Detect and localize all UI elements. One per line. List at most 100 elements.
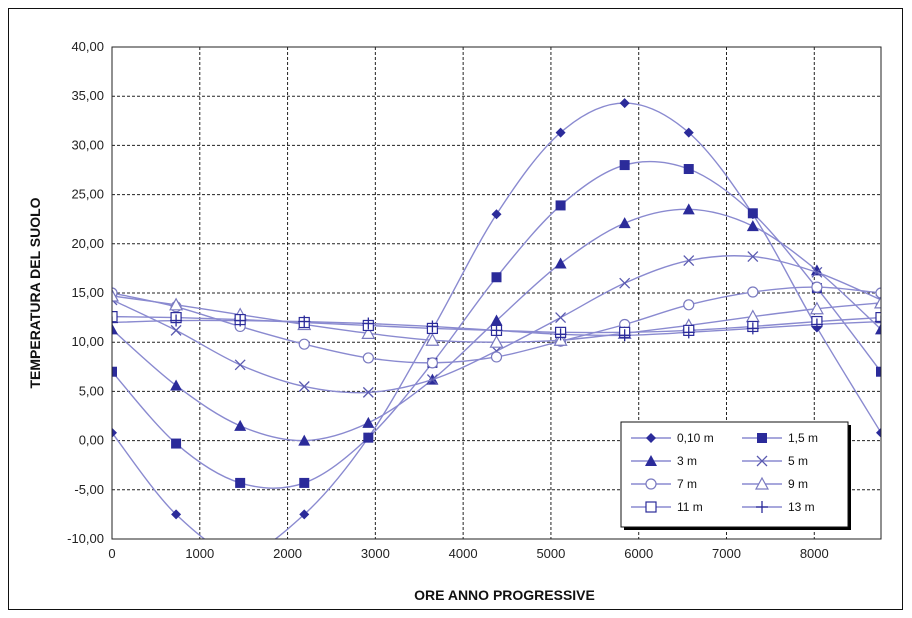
data-point-13-m — [554, 328, 567, 341]
legend-label: 3 m — [677, 454, 697, 468]
data-point-5-m — [555, 312, 567, 324]
series-13-m — [112, 314, 881, 342]
legend-box — [620, 421, 849, 528]
y-tick-label: 30,00 — [71, 137, 104, 152]
data-point-13-m — [810, 318, 823, 331]
data-point-13-m — [362, 317, 375, 330]
x-tick-label: 3000 — [361, 546, 390, 561]
legend-label: 13 m — [788, 500, 815, 514]
legend-label: 1,5 m — [788, 431, 818, 445]
data-point-5-m — [362, 386, 374, 398]
data-point-13-m — [746, 322, 759, 335]
x-tick-label: 8000 — [800, 546, 829, 561]
data-point-3-m — [112, 323, 118, 335]
data-point-1-5-m — [491, 272, 502, 283]
legend-entry-7-m: 7 m — [631, 477, 697, 491]
data-point-13-m — [618, 329, 631, 342]
y-tick-label: -5,00 — [74, 482, 104, 497]
data-point-3-m — [234, 419, 247, 431]
y-tick-label: 15,00 — [71, 285, 104, 300]
data-point-9-m — [425, 332, 440, 346]
legend-marker — [645, 455, 657, 466]
legend-marker — [757, 433, 767, 443]
data-point-0-10-m — [299, 509, 310, 520]
legend-label: 11 m — [677, 500, 703, 514]
data-point-9-m — [873, 295, 881, 309]
data-point-11-m — [112, 311, 118, 323]
data-point-0-10-m — [235, 549, 245, 559]
data-point-3-m — [170, 379, 183, 391]
data-point-1-5-m — [876, 366, 881, 377]
data-point-5-m — [811, 266, 823, 278]
data-point-5-m — [683, 255, 695, 266]
x-tick-label: 7000 — [712, 546, 741, 561]
legend-entry-11-m: 11 m — [631, 500, 703, 514]
data-point-7-m — [875, 287, 881, 299]
data-point-9-m — [361, 326, 376, 339]
x-tick-label: 2000 — [273, 546, 302, 561]
data-point-13-m — [426, 320, 439, 333]
legend-marker — [645, 501, 657, 513]
legend-marker — [754, 476, 770, 490]
data-point-5-m — [298, 381, 310, 392]
legend-entry-9-m: 9 m — [742, 476, 808, 491]
y-tick-label: 20,00 — [71, 236, 104, 251]
data-point-7-m — [811, 281, 823, 293]
data-point-0-10-m — [555, 127, 566, 138]
data-point-13-m — [112, 316, 118, 329]
chart-frame: -10,00 -5,00 0,00 5,00 10,00 15,00 20,00 25,00 3… — [8, 8, 903, 610]
data-point-7-m — [490, 351, 503, 363]
legend: 0,10 m 1,5 m 3 m 5 m 7 m 9 m 11 m 13 m — [620, 421, 851, 530]
legend-entry-1-5-m: 1,5 m — [742, 431, 818, 445]
axes: -10,00 -5,00 0,00 5,00 10,00 15,00 20,00 25,00 3… — [67, 39, 882, 561]
data-point-3-m — [746, 220, 759, 232]
legend-label: 5 m — [788, 454, 808, 468]
data-point-0-10-m — [683, 127, 694, 138]
data-point-0-10-m — [619, 98, 630, 109]
data-point-9-m — [112, 288, 120, 302]
y-tick-label: 5,00 — [79, 383, 104, 398]
y-tick-label: 40,00 — [71, 39, 104, 54]
legend-label: 7 m — [677, 477, 697, 491]
data-point-0-10-m — [112, 427, 117, 438]
data-point-1-5-m — [299, 477, 310, 488]
data-point-1-5-m — [363, 432, 374, 443]
series-layer — [112, 98, 881, 559]
data-point-3-m — [490, 314, 503, 326]
data-point-13-m — [682, 326, 695, 339]
data-point-13-m — [875, 315, 881, 328]
data-point-3-m — [875, 323, 881, 335]
data-point-3-m — [554, 257, 567, 269]
temperature-chart: -10,00 -5,00 0,00 5,00 10,00 15,00 20,00 25,00 3… — [27, 39, 882, 603]
x-tick-label: 5000 — [536, 546, 565, 561]
data-point-9-m — [809, 301, 824, 315]
data-point-5-m — [234, 359, 246, 371]
data-point-3-m — [298, 434, 311, 446]
data-point-3-m — [362, 416, 375, 428]
data-point-13-m — [234, 314, 247, 327]
data-point-9-m — [489, 334, 504, 348]
data-point-7-m — [298, 338, 310, 350]
legend-entry-0-10-m: 0,10 m — [631, 431, 714, 445]
data-point-5-m — [170, 324, 182, 336]
data-point-1-5-m — [112, 366, 117, 377]
data-point-1-5-m — [747, 208, 758, 219]
data-point-7-m — [362, 352, 374, 364]
x-tick-label: 0 — [108, 546, 115, 561]
legend-entry-3-m: 3 m — [631, 454, 697, 468]
legend-entry-5-m: 5 m — [742, 454, 808, 468]
data-point-1-5-m — [555, 200, 566, 211]
data-point-13-m — [170, 314, 183, 327]
legend-marker — [645, 478, 657, 490]
data-point-1-5-m — [235, 477, 246, 488]
y-tick-label: 25,00 — [71, 187, 104, 202]
y-tick-label: 0,00 — [79, 433, 104, 448]
data-point-1-5-m — [683, 164, 694, 175]
legend-marker — [646, 433, 656, 443]
data-point-5-m — [619, 277, 631, 289]
data-point-1-5-m — [171, 438, 182, 449]
y-tick-label: 10,00 — [71, 334, 104, 349]
legend-label: 9 m — [788, 477, 808, 491]
legend-marker — [756, 455, 768, 467]
x-tick-label: 1000 — [185, 546, 214, 561]
